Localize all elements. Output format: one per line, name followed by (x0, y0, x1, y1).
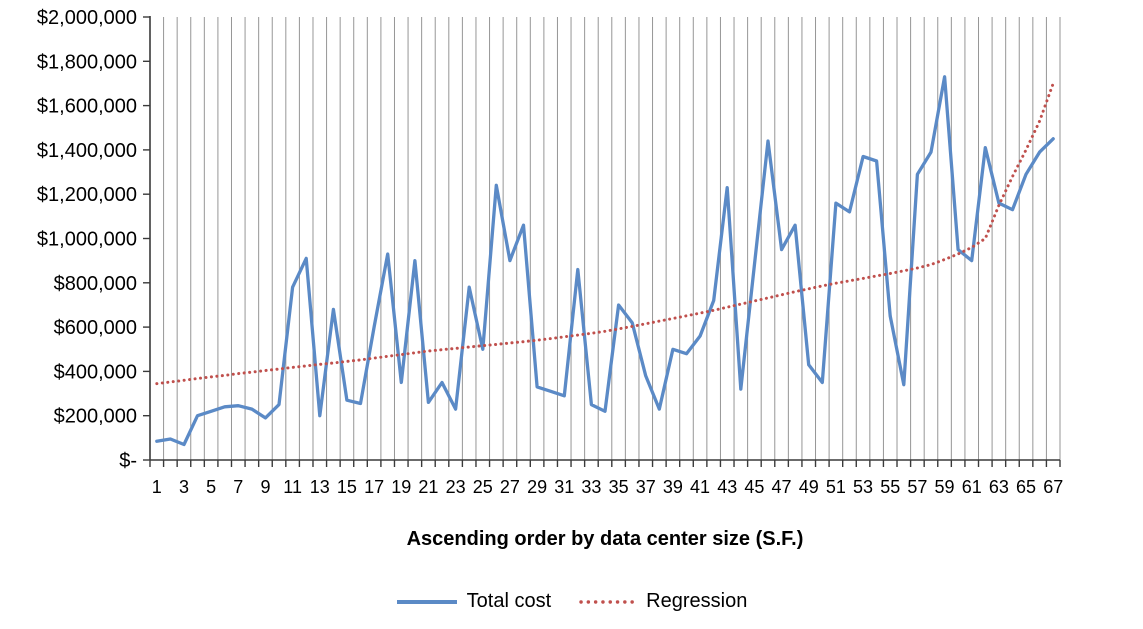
x-tick-label: 13 (310, 477, 330, 497)
x-tick-label: 5 (206, 477, 216, 497)
y-tick-label: $1,400,000 (37, 140, 137, 162)
x-tick-label: 23 (446, 477, 466, 497)
x-tick-label: 65 (1016, 477, 1036, 497)
x-tick-label: 49 (799, 477, 819, 497)
x-tick-label: 1 (152, 477, 162, 497)
x-tick-label: 59 (935, 477, 955, 497)
x-tick-label: 61 (962, 477, 982, 497)
total-cost-line-sample (396, 599, 457, 604)
x-axis-title: Ascending order by data center size (S.F… (406, 528, 804, 550)
x-tick-label: 15 (337, 477, 357, 497)
line-chart: $- $200,000 $400,000 $600,000 $800,000 $1,000… (37, 7, 1063, 497)
x-tick-label: 9 (260, 477, 270, 497)
x-tick-label: 39 (663, 477, 683, 497)
x-tick-label: 35 (609, 477, 629, 497)
y-tick-label: $- (119, 450, 137, 472)
x-tick-label: 67 (1043, 477, 1063, 497)
x-tick-label: 11 (283, 477, 302, 497)
x-tick-label: 25 (473, 477, 493, 497)
x-tick-label: 33 (581, 477, 601, 497)
y-tick-label: $2,000,000 (37, 7, 137, 29)
x-tick-label: 37 (636, 477, 656, 497)
y-tick-label: $1,200,000 (37, 184, 137, 206)
legend-item-total-cost: Total cost (396, 590, 551, 613)
x-tick-label: 55 (880, 477, 900, 497)
y-tick-label: $1,600,000 (37, 96, 137, 118)
legend-label-total-cost: Total cost (466, 590, 552, 612)
x-tick-label: 3 (179, 477, 189, 497)
x-tick-label: 53 (853, 477, 873, 497)
x-tick-label: 45 (744, 477, 764, 497)
x-tick-label: 31 (554, 477, 574, 497)
series-total-cost (155, 75, 1055, 447)
x-tick-label: 51 (826, 477, 846, 497)
y-tick-label: $200,000 (54, 406, 137, 428)
x-tick-label: 29 (527, 477, 547, 497)
x-tick-label: 27 (500, 477, 520, 497)
x-tick-label: 17 (364, 477, 384, 497)
series-regression (155, 81, 1055, 386)
y-tick-label: $600,000 (54, 317, 137, 339)
x-tick-label: 43 (717, 477, 737, 497)
legend-label-regression: Regression (646, 590, 748, 612)
x-tick-label: 57 (907, 477, 927, 497)
x-tick-label: 21 (418, 477, 438, 497)
y-tick-label: $1,800,000 (37, 51, 137, 73)
y-tick-label: $400,000 (54, 361, 137, 383)
x-tick-label: 41 (690, 477, 710, 497)
x-tick-label: 47 (772, 477, 792, 497)
regression-line-sample (579, 599, 637, 604)
x-tick-label: 63 (989, 477, 1009, 497)
chart-legend: Total cost Regression (0, 590, 1143, 613)
x-tick-label: 7 (233, 477, 243, 497)
x-tick-label: 19 (391, 477, 411, 497)
y-tick-label: $800,000 (54, 273, 137, 295)
legend-item-regression: Regression (579, 590, 747, 613)
y-tick-label: $1,000,000 (37, 229, 137, 251)
